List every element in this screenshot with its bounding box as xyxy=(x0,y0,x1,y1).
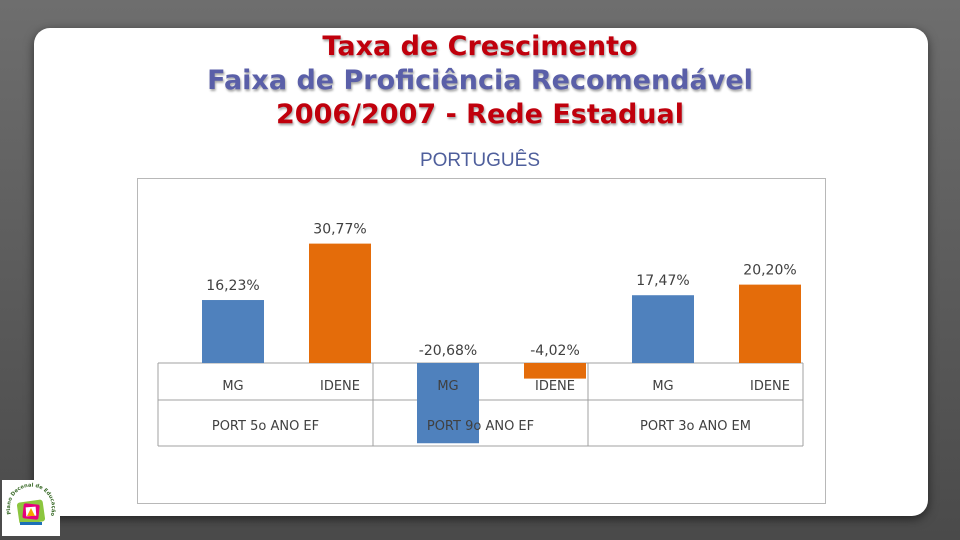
bar-mg-2 xyxy=(417,363,479,444)
data-label: -4,02% xyxy=(530,343,580,359)
bar-idene-2 xyxy=(524,363,586,379)
subcategory-label: IDENE xyxy=(750,379,790,394)
data-label: 20,20% xyxy=(743,263,796,279)
bar-mg-3 xyxy=(632,295,694,363)
subcategory-label: MG xyxy=(437,379,458,394)
subcategory-label: IDENE xyxy=(535,379,575,394)
subcategory-label: MG xyxy=(652,379,673,394)
subcategory-label: MG xyxy=(222,379,243,394)
chart-frame: 16,23% -20,68% 17,47% 30,77% -4,02% 20,20% MG I… xyxy=(137,178,826,504)
group-label: PORT 9o ANO EF xyxy=(427,419,534,434)
group-label: PORT 5o ANO EF xyxy=(212,419,319,434)
logo: Plano Decenal de Educação de Minas Gerai… xyxy=(0,476,60,536)
title-line-3: 2006/2007 - Rede Estadual xyxy=(276,99,684,130)
subtitle: PORTUGUÊS xyxy=(419,150,540,171)
data-label: 16,23% xyxy=(206,278,259,294)
group-label: PORT 3o ANO EM xyxy=(640,419,751,434)
bar-idene-3 xyxy=(739,284,801,363)
title-line-2: Faixa de Proficiência Recomendável xyxy=(207,65,753,96)
bar-chart: 16,23% -20,68% 17,47% 30,77% -4,02% 20,20% MG I… xyxy=(157,222,804,447)
plano-decenal-logo-icon: Plano Decenal de Educação de Minas Gerai… xyxy=(0,476,56,525)
title-line-1: Taxa de Crescimento xyxy=(322,31,638,62)
bar-idene-1 xyxy=(309,243,371,363)
subcategory-label: IDENE xyxy=(320,379,360,394)
bar-mg-1 xyxy=(202,300,264,363)
data-label: 30,77% xyxy=(313,222,366,238)
data-label: -20,68% xyxy=(419,343,477,359)
data-label: 17,47% xyxy=(636,273,689,289)
